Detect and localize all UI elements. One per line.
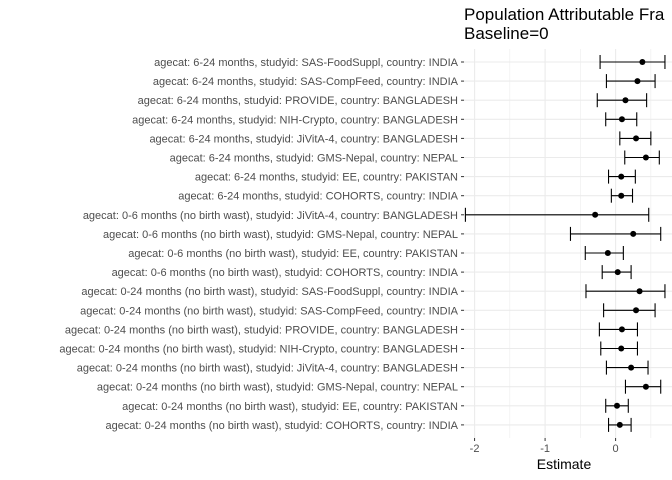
error-bar [603, 303, 656, 318]
category-labels: agecat: 6-24 months, studyid: SAS-FoodSu… [59, 57, 464, 432]
category-label: agecat: 0-6 months (no birth wast), stud… [112, 267, 459, 279]
estimate-point [642, 154, 649, 161]
x-axis-title: Estimate [537, 456, 592, 472]
category-label: agecat: 6-24 months, studyid: GMS-Nepal,… [170, 153, 458, 165]
chart-title: Population Attributable Fra Baseline=0 [464, 5, 665, 43]
category-label: agecat: 6-24 months, studyid: SAS-FoodSu… [154, 57, 459, 69]
x-axis-ticks: -2 -1 0 [470, 438, 619, 455]
category-label: agecat: 0-6 months (no birth wast), stud… [128, 248, 458, 260]
estimate-point [618, 345, 625, 352]
estimate-point [618, 326, 625, 333]
category-label: agecat: 6-24 months, studyid: NIH-Crypto… [132, 114, 458, 126]
estimate-point [636, 288, 643, 295]
category-label: agecat: 0-24 months (no birth wast), stu… [122, 401, 458, 413]
estimate-point [618, 116, 625, 123]
category-label: agecat: 0-24 months (no birth wast), stu… [77, 363, 458, 375]
estimate-point [639, 59, 646, 65]
error-bar [605, 74, 656, 89]
category-label: agecat: 0-24 months (no birth wast), stu… [80, 305, 458, 317]
estimate-point [633, 135, 640, 142]
estimate-point [604, 250, 611, 256]
estimate-point [628, 364, 635, 371]
estimate-point [618, 173, 625, 180]
estimate-point [618, 192, 625, 199]
category-label: agecat: 0-24 months (no birth wast), stu… [105, 420, 458, 432]
error-bar [464, 207, 650, 222]
error-bar [596, 93, 648, 108]
x-tick-label: -2 [470, 443, 480, 455]
category-label: agecat: 6-24 months, studyid: JiVitA-4, … [149, 133, 458, 145]
estimate-point [614, 402, 621, 409]
category-label: agecat: 0-24 months (no birth wast), stu… [65, 324, 458, 336]
estimate-point [592, 211, 599, 218]
error-bar [605, 360, 649, 375]
estimate-point [634, 78, 641, 85]
error-bar [584, 246, 624, 260]
x-tick-label: -1 [540, 443, 550, 455]
error-bar [585, 284, 666, 299]
category-label: agecat: 0-6 months (no birth wast), stud… [103, 229, 458, 241]
estimate-point [642, 383, 649, 390]
estimate-point [630, 230, 637, 237]
estimate-point [633, 307, 640, 314]
category-label: agecat: 6-24 months, studyid: EE, countr… [195, 172, 458, 184]
category-label: agecat: 6-24 months, studyid: PROVIDE, c… [138, 95, 458, 107]
confidence-intervals [464, 55, 666, 432]
estimate-point [614, 269, 621, 276]
estimate-point [616, 421, 623, 428]
category-label: agecat: 0-6 months (no birth wast), stud… [83, 210, 458, 222]
x-tick-label: 0 [613, 443, 619, 455]
error-bar [599, 55, 666, 69]
estimate-point [622, 97, 629, 104]
error-bar [569, 226, 662, 241]
error-bar [624, 150, 660, 165]
chart-title-line-2: Baseline=0 [464, 24, 549, 43]
category-label: agecat: 0-24 months (no birth wast), stu… [81, 286, 458, 298]
category-label: agecat: 0-24 months (no birth wast), stu… [59, 344, 458, 356]
error-bar [598, 322, 639, 337]
chart-title-line-1: Population Attributable Fra [464, 5, 665, 24]
category-label: agecat: 0-24 months (no birth wast), stu… [97, 382, 458, 394]
category-label: agecat: 6-24 months, studyid: SAS-CompFe… [153, 76, 459, 88]
estimate-points [592, 59, 649, 428]
plot-panel [464, 49, 672, 438]
category-label: agecat: 6-24 months, studyid: COHORTS, c… [178, 191, 458, 203]
